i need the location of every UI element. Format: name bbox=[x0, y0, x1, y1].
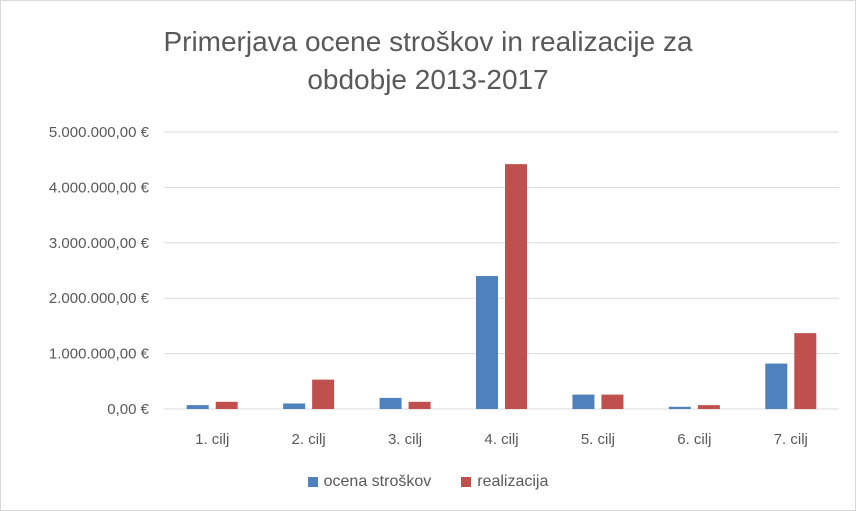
bar-ocena-stroskov-3 bbox=[379, 397, 402, 409]
legend-item-ocena-stroskov[interactable]: ocena stroškov bbox=[307, 473, 432, 491]
y-tick-label: 0,00 € bbox=[107, 401, 149, 418]
bar-realizacija-4 bbox=[505, 164, 527, 409]
bar-ocena-stroskov-6 bbox=[668, 406, 691, 409]
legend-swatch-ocena-stroskov bbox=[307, 477, 318, 487]
y-tick-label: 4.000.000,00 € bbox=[49, 179, 150, 196]
x-tick-label: 5. cilj bbox=[581, 431, 615, 448]
bars bbox=[186, 164, 817, 409]
bar-realizacija-3 bbox=[408, 401, 431, 409]
chart-title: Primerjava ocene stroškov in realizacije… bbox=[1, 23, 855, 99]
y-tick-label: 5.000.000,00 € bbox=[49, 124, 150, 141]
x-tick-label: 3. cilj bbox=[388, 431, 422, 448]
bar-ocena-stroskov-7 bbox=[765, 363, 788, 409]
bar-realizacija-6 bbox=[697, 405, 720, 409]
bar-realizacija-1 bbox=[215, 401, 238, 409]
y-tick-label: 3.000.000,00 € bbox=[49, 235, 150, 252]
legend-item-realizacija[interactable]: realizacija bbox=[461, 473, 548, 491]
legend-swatch-realizacija bbox=[461, 477, 472, 487]
bar-realizacija-5 bbox=[601, 394, 624, 409]
bar-realizacija-7 bbox=[794, 333, 817, 409]
y-tick-label: 2.000.000,00 € bbox=[49, 290, 150, 307]
gridlines bbox=[164, 131, 839, 410]
bar-ocena-stroskov-2 bbox=[283, 403, 306, 409]
legend-label-realizacija: realizacija bbox=[477, 473, 549, 490]
x-tick-label: 1. cilj bbox=[195, 431, 229, 448]
x-tick-label: 2. cilj bbox=[292, 431, 326, 448]
x-axis-tick-labels: 1. cilj 2. cilj 3. cilj 4. cilj 5. cilj 6. ci… bbox=[195, 431, 808, 448]
x-tick-label: 6. cilj bbox=[677, 431, 711, 448]
bar-ocena-stroskov-4 bbox=[476, 276, 498, 409]
x-tick-label: 4. cilj bbox=[484, 431, 518, 448]
chart-title-line-1: Primerjava ocene stroškov in realizacije… bbox=[163, 26, 693, 57]
y-tick-label: 1.000.000,00 € bbox=[49, 346, 150, 363]
chart-legend: ocena stroškov realizacija bbox=[1, 473, 855, 491]
y-axis-tick-labels: 0,00 € 1.000.000,00 € 2.000.000,00 € 3.000.… bbox=[49, 124, 150, 418]
bar-realizacija-2 bbox=[312, 379, 335, 409]
chart-title-line-2: obdobje 2013-2017 bbox=[307, 64, 549, 95]
x-tick-label: 7. cilj bbox=[774, 431, 808, 448]
bar-ocena-stroskov-5 bbox=[572, 394, 595, 409]
legend-label-ocena-stroskov: ocena stroškov bbox=[323, 473, 432, 490]
bar-ocena-stroskov-1 bbox=[186, 405, 209, 409]
